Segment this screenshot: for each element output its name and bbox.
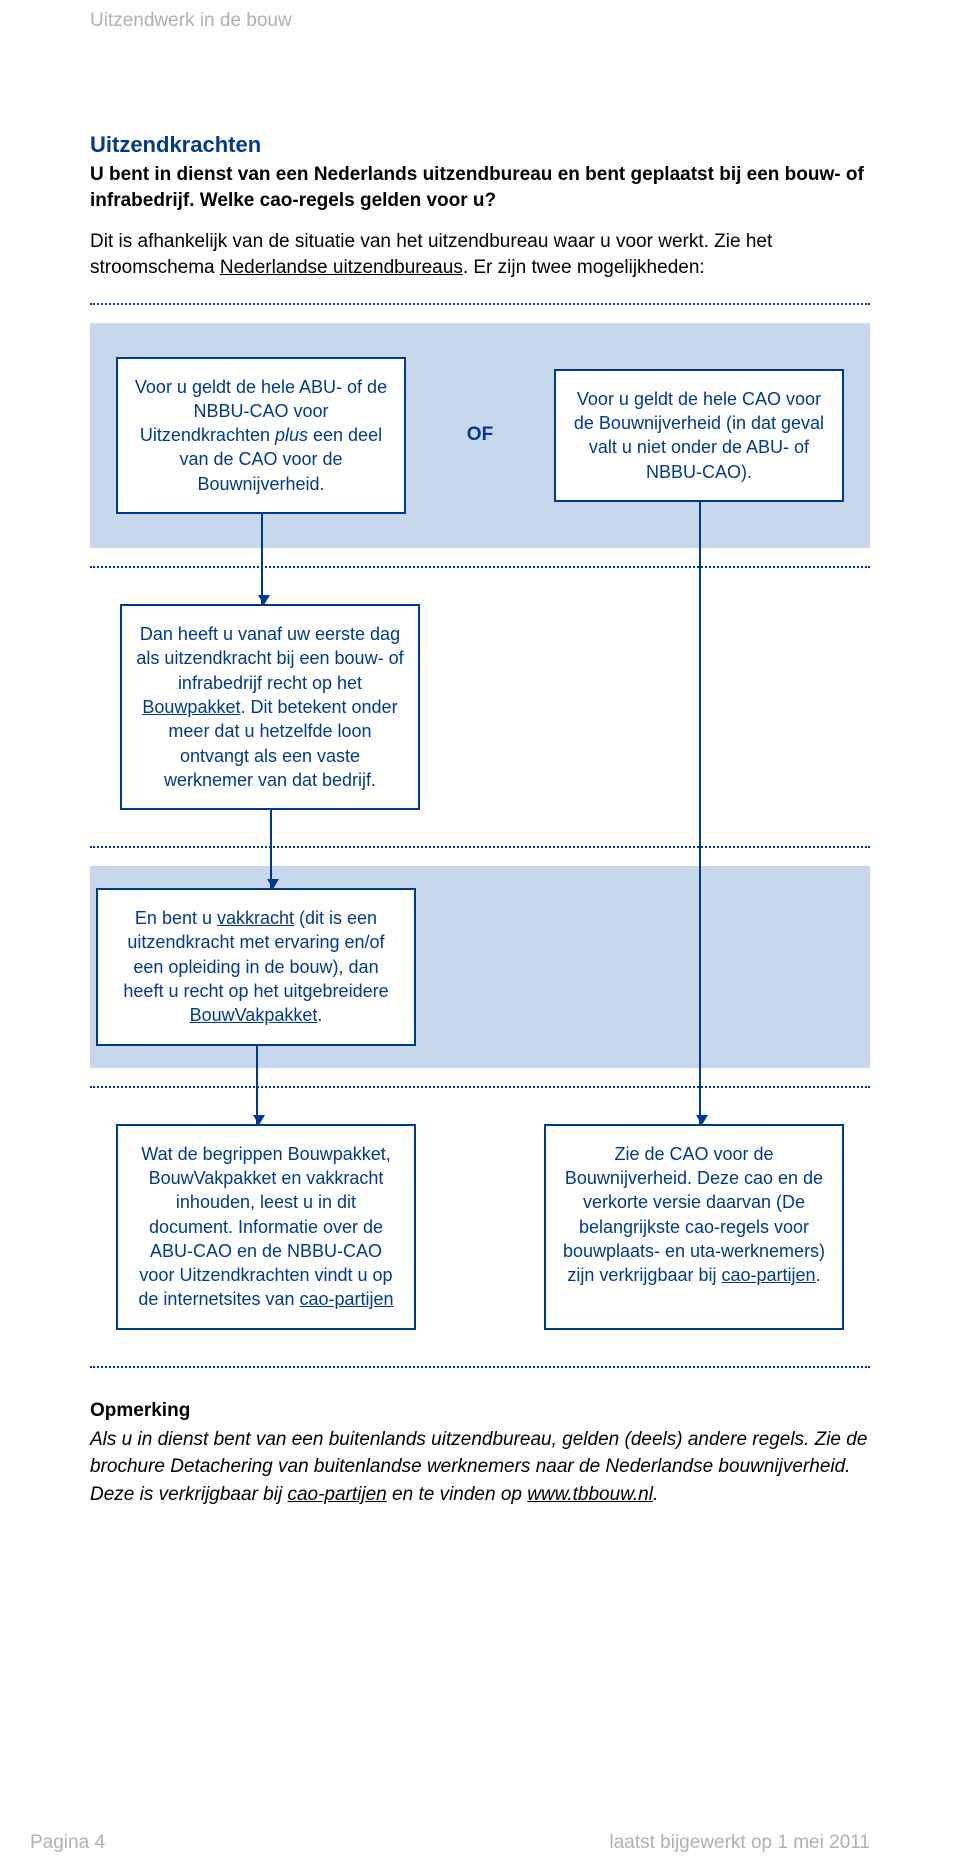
flow-arrow <box>256 1046 258 1124</box>
flow-arrow <box>699 502 701 1124</box>
node-text: En bent u <box>135 908 217 928</box>
flow-node-bouwpakket: Dan heeft u vanaf uw eerste dag als uitz… <box>120 604 420 810</box>
cao-partijen-link[interactable]: cao-partijen <box>300 1289 394 1309</box>
node-text: . <box>816 1265 821 1285</box>
node-text: Wat de begrippen Bouwpakket, BouwVakpakk… <box>138 1144 392 1310</box>
flow-band-1: Voor u geldt de hele ABU- of de NBBU-CAO… <box>90 323 870 548</box>
flow-row-2: Dan heeft u vanaf uw eerste dag als uitz… <box>90 586 870 828</box>
cao-partijen-link[interactable]: cao-partijen <box>721 1265 815 1285</box>
intro-text-suffix: . Er zijn twee mogelijkheden: <box>463 257 705 278</box>
cao-partijen-link[interactable]: cao-partijen <box>287 1484 386 1505</box>
vakkracht-link[interactable]: vakkracht <box>217 908 294 928</box>
node-text: . <box>317 1005 322 1025</box>
footnote-para: Als u in dienst bent van een buitenlands… <box>90 1426 870 1509</box>
flow-arrow <box>261 514 263 604</box>
bouwpakket-link[interactable]: Bouwpakket <box>142 697 240 717</box>
lead-paragraph: U bent in dienst van een Nederlands uitz… <box>90 162 870 213</box>
last-updated: laatst bijgewerkt op 1 mei 2011 <box>609 1832 870 1854</box>
flow-arrow <box>270 810 272 888</box>
node-text-italic: plus <box>275 425 308 445</box>
footnote-heading: Opmerking <box>90 1400 870 1422</box>
section-title: Uitzendkrachten <box>90 132 870 158</box>
note-text: . <box>653 1484 658 1505</box>
node-text: Dan heeft u vanaf uw eerste dag als uitz… <box>136 624 403 693</box>
flow-node-left-option: Voor u geldt de hele ABU- of de NBBU-CAO… <box>116 357 406 514</box>
footnote-block: Opmerking Als u in dienst bent van een b… <box>90 1400 870 1509</box>
flow-node-vakkracht: En bent u vakkracht (dit is een uitzendk… <box>96 888 416 1045</box>
of-separator: OF <box>467 424 493 446</box>
running-header: Uitzendwerk in de bouw <box>90 10 870 32</box>
flow-band-3: En bent u vakkracht (dit is een uitzendk… <box>90 866 870 1067</box>
node-text: Zie de CAO voor de Bouwnijverheid. Deze … <box>563 1144 825 1285</box>
flow-node-right-option: Voor u geldt de hele CAO voor de Bouwnij… <box>554 369 844 502</box>
flow-node-info-left: Wat de begrippen Bouwpakket, BouwVakpakk… <box>116 1124 416 1330</box>
dotted-divider <box>90 1366 870 1368</box>
intro-link-schema[interactable]: Nederlandse uitzendbureaus <box>220 257 463 278</box>
flowchart: Voor u geldt de hele ABU- of de NBBU-CAO… <box>90 303 870 1368</box>
intro-paragraph: Dit is afhankelijk van de situatie van h… <box>90 229 870 280</box>
flow-node-info-right: Zie de CAO voor de Bouwnijverheid. Deze … <box>544 1124 844 1330</box>
flow-row-4: Wat de begrippen Bouwpakket, BouwVakpakk… <box>90 1106 870 1348</box>
page-number: Pagina 4 <box>30 1832 105 1854</box>
dotted-divider <box>90 1086 870 1088</box>
note-text: en te vinden op <box>387 1484 528 1505</box>
bouwvakpakket-link[interactable]: BouwVakpakket <box>190 1005 318 1025</box>
dotted-divider <box>90 303 870 305</box>
dotted-divider <box>90 566 870 568</box>
dotted-divider <box>90 846 870 848</box>
tbbouw-link[interactable]: www.tbbouw.nl <box>527 1484 653 1505</box>
